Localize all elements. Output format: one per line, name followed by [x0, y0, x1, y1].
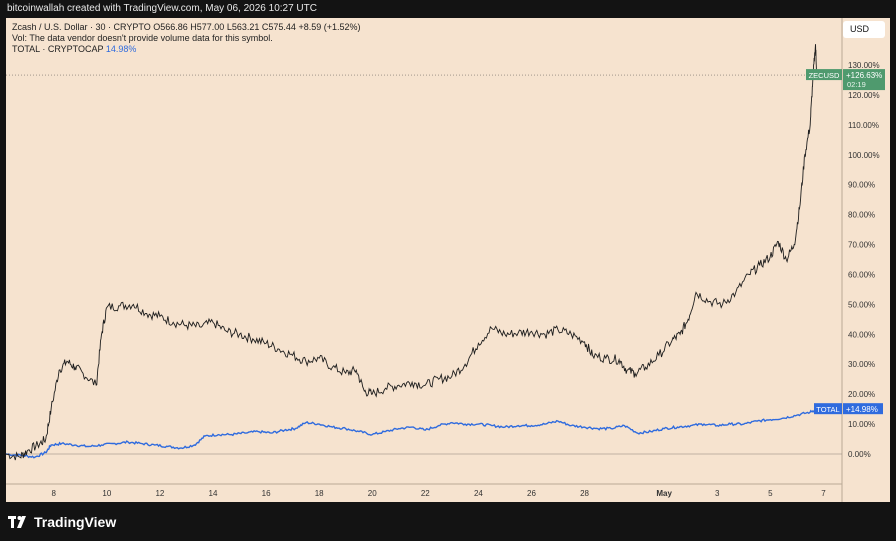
x-tick-label: 16	[262, 489, 271, 498]
total-name: TOTAL · CRYPTOCAP	[12, 44, 104, 54]
x-tick-label: 3	[715, 489, 720, 498]
y-tick-label: 120.00%	[848, 91, 880, 100]
total-value-badge	[843, 403, 883, 415]
zecusd-value-label: +126.63%	[846, 71, 882, 80]
total-name-label: TOTAL	[816, 405, 839, 414]
price-chart[interactable]: 130.00%120.00%110.00%100.00%90.00%80.00%…	[6, 18, 890, 502]
y-tick-label: 80.00%	[848, 211, 875, 220]
open-value: O566.86	[153, 22, 188, 32]
attribution-bar: bitcoinwallah created with TradingView.c…	[0, 0, 896, 18]
change-value: +8.59 (+1.52%)	[298, 22, 361, 32]
y-tick-label: 110.00%	[848, 121, 879, 130]
x-tick-label: May	[656, 489, 672, 498]
x-tick-label: 7	[821, 489, 826, 498]
y-axis: 130.00% 120.00% 110.00% 100.00% 90.00% 80.00%…	[848, 61, 880, 459]
tradingview-logo-icon	[8, 516, 26, 528]
y-tick-label: 10.00%	[848, 420, 875, 429]
y-tick-label: 50.00%	[848, 300, 875, 309]
y-tick-label: 30.00%	[848, 360, 875, 369]
y-tick-label: 130.00%	[848, 61, 880, 70]
chart-legend: Zcash / U.S. Dollar · 30 · CRYPTO O566.8…	[12, 22, 360, 55]
y-tick-label: 60.00%	[848, 270, 875, 279]
x-tick-label: 24	[474, 489, 483, 498]
y-tick-label: 40.00%	[848, 330, 875, 339]
zecusd-name-label: ZECUSD	[809, 71, 840, 80]
y-tick-label: 20.00%	[848, 390, 875, 399]
high-value: H577.00	[190, 22, 225, 32]
total-value-label: +14.98%	[846, 405, 878, 414]
x-tick-label: 8	[52, 489, 57, 498]
total-row: TOTAL · CRYPTOCAP 14.98%	[12, 44, 360, 55]
x-tick-label: 28	[580, 489, 589, 498]
x-axis: 8 10 12 14 16 18 20 22 24 26 28 May 3 5 7	[52, 489, 827, 498]
attribution-text: bitcoinwallah created with TradingView.c…	[7, 3, 317, 14]
zecusd-countdown-label: 02:19	[847, 80, 866, 89]
series-badges: ZECUSD +126.63%02:19 TOTAL +14.98%	[806, 69, 885, 415]
x-tick-label: 10	[102, 489, 111, 498]
footer-bar: TradingView	[0, 502, 896, 541]
close-value: C575.44	[261, 22, 296, 32]
x-tick-label: 20	[368, 489, 377, 498]
tradingview-logo[interactable]: TradingView	[8, 514, 116, 530]
zecusd-value-badge	[843, 69, 885, 91]
y-tick-label: 100.00%	[848, 151, 880, 160]
y-tick-label: 90.00%	[848, 181, 875, 190]
y-tick-label: 0.00%	[848, 450, 871, 459]
low-value: L563.21	[226, 22, 260, 32]
total-name-badge	[814, 403, 842, 415]
zecusd-name-badge	[806, 69, 842, 81]
volume-note: Vol: The data vendor doesn't provide vol…	[12, 33, 273, 43]
zecusd-series-line	[6, 44, 818, 461]
symbol-row: Zcash / U.S. Dollar · 30 · CRYPTO O566.8…	[12, 22, 360, 33]
chart-panel[interactable]: 130.00% 120.00% 110.00% 100.00% 90.00% 80.00%…	[6, 18, 890, 502]
total-value: 14.98%	[105, 44, 137, 54]
brand-name: TradingView	[34, 514, 117, 530]
y-tick-label: 70.00%	[848, 241, 875, 250]
x-tick-label: 5	[768, 489, 773, 498]
x-tick-label: 14	[209, 489, 218, 498]
x-tick-label: 26	[527, 489, 536, 498]
total-series-line	[6, 408, 818, 459]
currency-button[interactable]: USD	[843, 21, 885, 38]
symbol-name: Zcash / U.S. Dollar · 30 · CRYPTO	[12, 22, 151, 32]
x-tick-label: 12	[155, 489, 164, 498]
x-tick-label: 22	[421, 489, 430, 498]
x-tick-label: 18	[315, 489, 324, 498]
